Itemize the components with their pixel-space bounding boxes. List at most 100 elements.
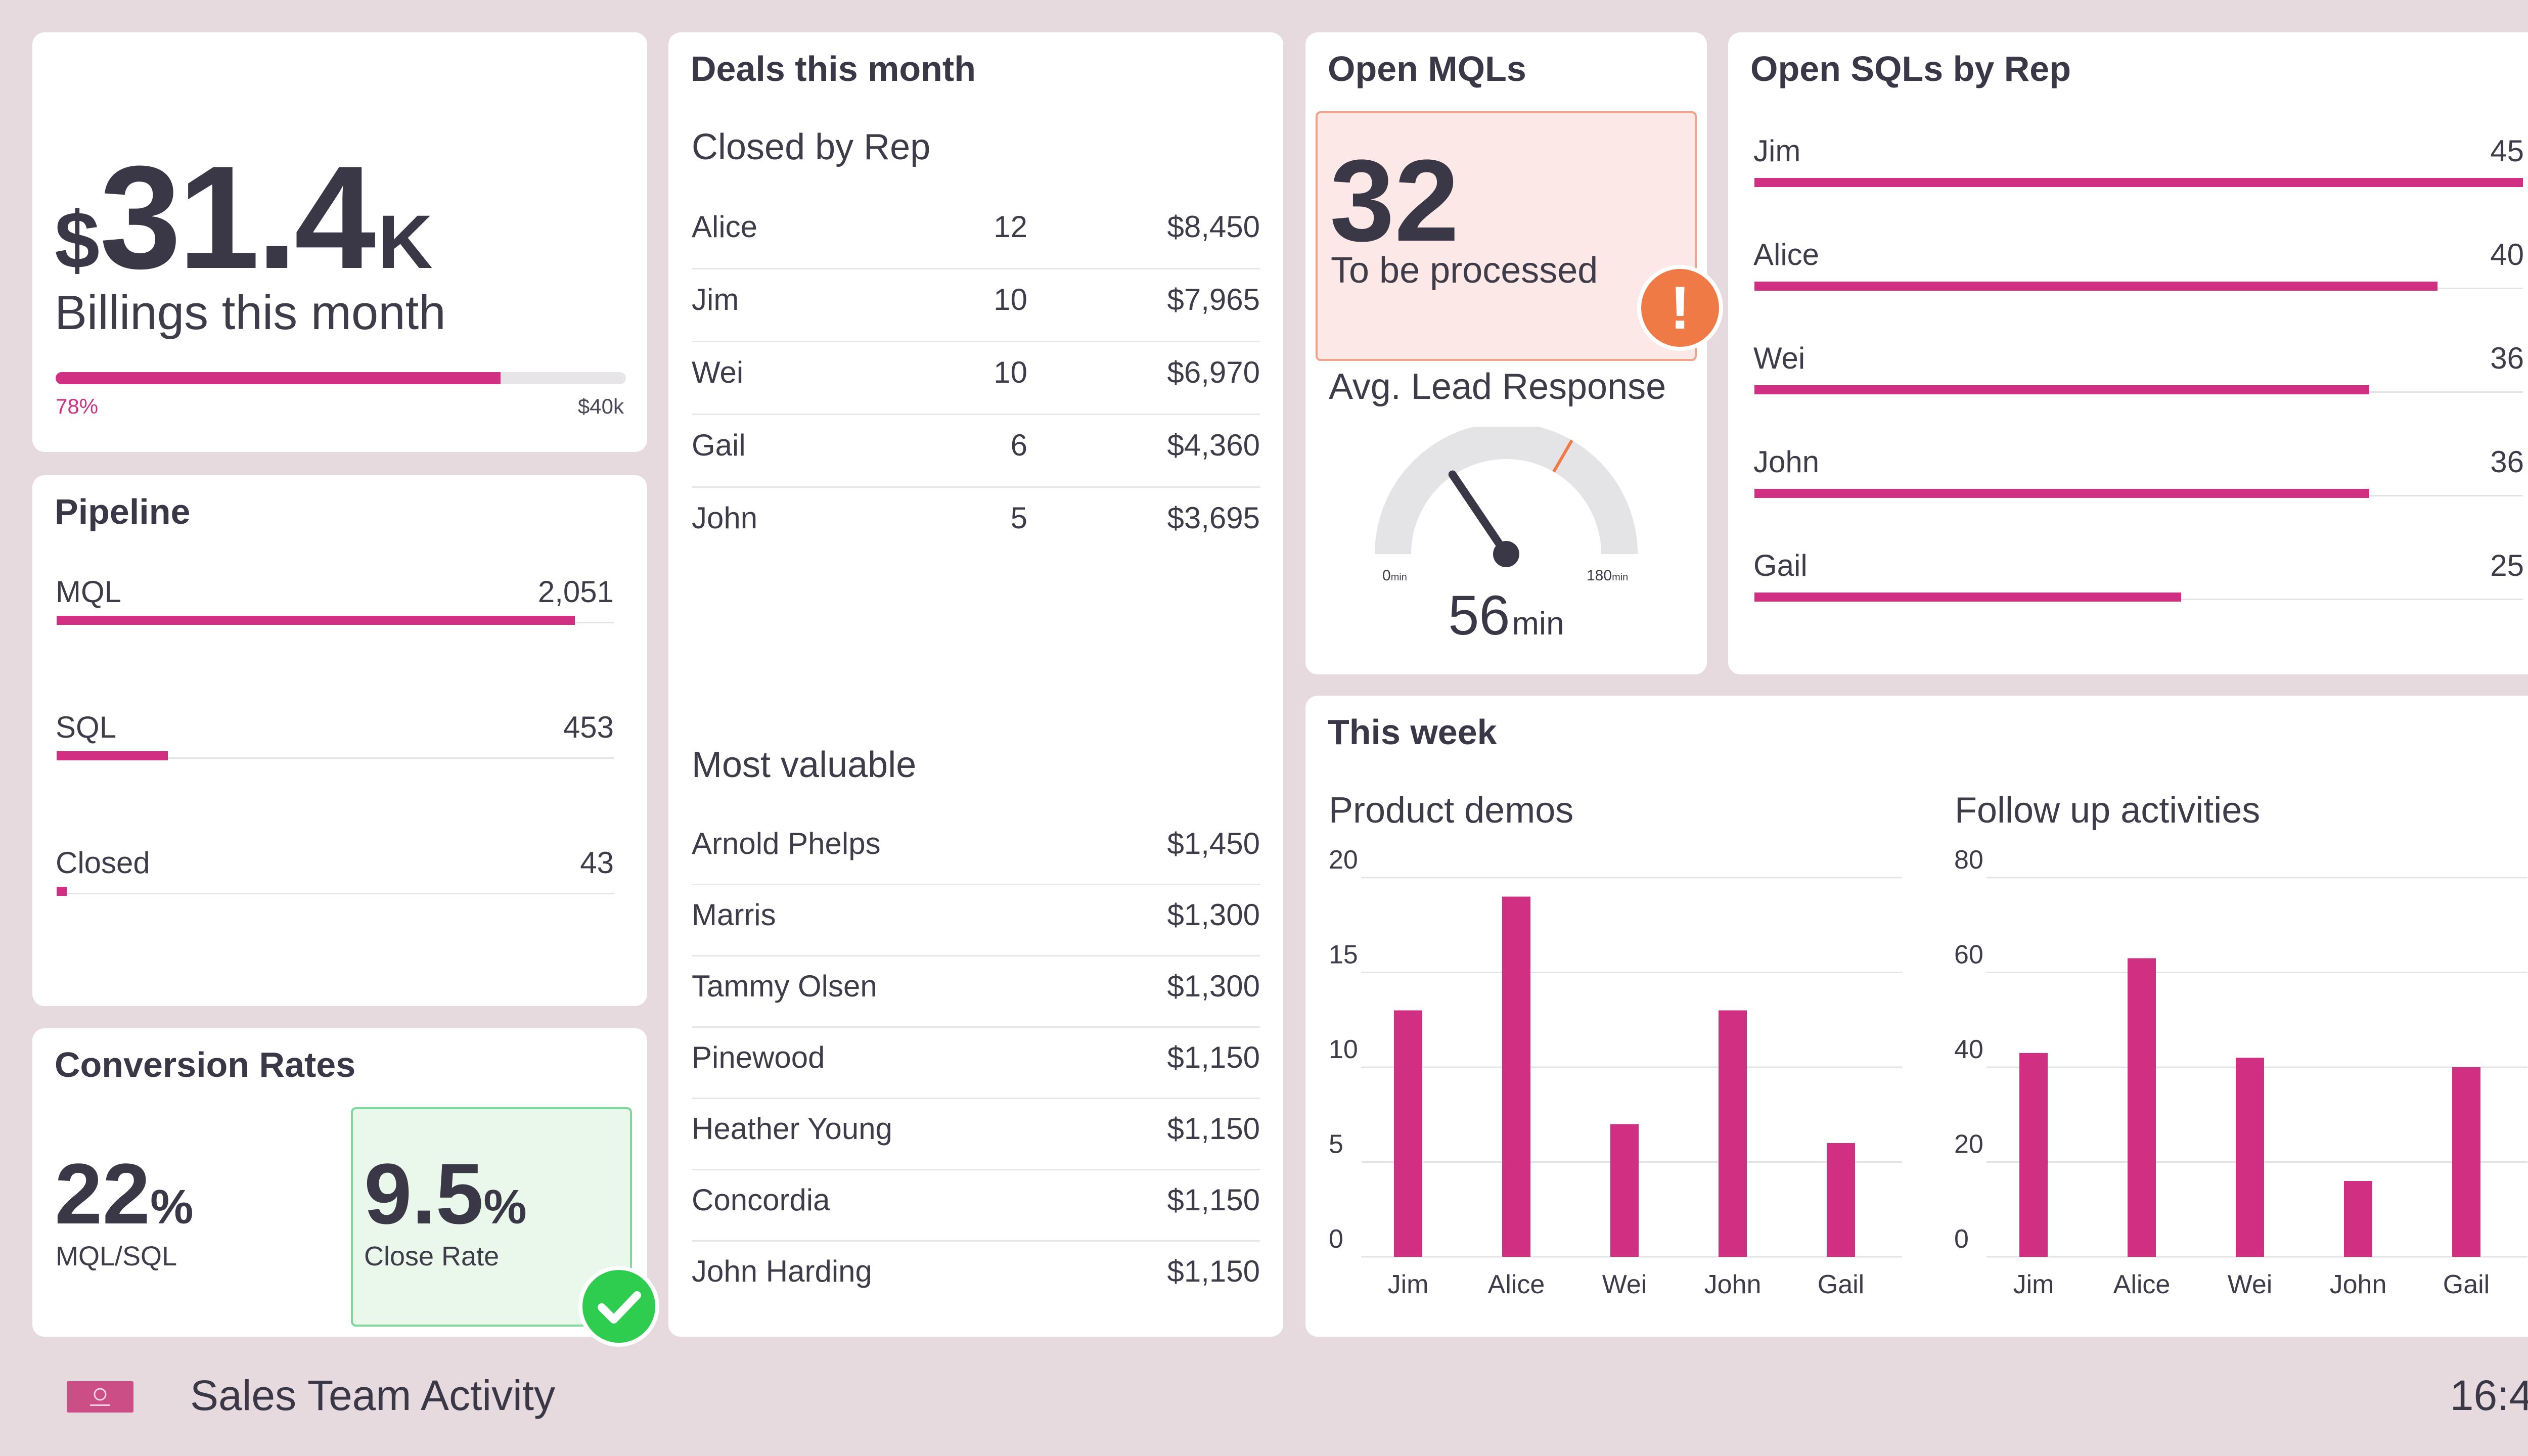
sql-rep-value: 25 [2490, 549, 2524, 582]
closed-by-rep-title: Closed by Rep [692, 127, 931, 167]
sql-rep-bar [1754, 385, 2369, 394]
billings-value: $31.4K [55, 133, 433, 305]
valuable-deal-name: Heather Young [692, 1112, 893, 1146]
chart-category-label: Jim [2013, 1270, 2054, 1299]
chart-category-label: Alice [2113, 1270, 2171, 1299]
chart-bar [1719, 1010, 1747, 1257]
pipeline-item-value: 2,051 [537, 575, 614, 609]
valuable-row-divider [692, 1026, 1260, 1028]
chart-ytick-label: 15 [1329, 940, 1358, 970]
sql-rep-bar [1754, 178, 2523, 187]
conversion-title: Conversion Rates [55, 1045, 356, 1084]
billings-target-label: $40k [577, 394, 624, 418]
valuable-deal-amount: $1,300 [1167, 898, 1260, 932]
mql-sql-percent: % [150, 1180, 194, 1234]
valuable-deal-amount: $1,150 [1167, 1254, 1260, 1288]
closed-rep-count: 12 [994, 210, 1027, 244]
close-rate: 9.5% [364, 1145, 527, 1244]
billings-label: Billings this month [55, 286, 446, 340]
chart-category-label: Wei [1602, 1270, 1647, 1299]
open-mqls-card: Open MQLs 32 To be processed ! Avg. Lead… [1305, 32, 1723, 674]
gauge-min-value: 0 [1382, 567, 1391, 584]
mql-count-label: To be processed [1331, 250, 1598, 291]
chart-ytick-label: 60 [1954, 940, 1983, 970]
sql-rep-bar [1754, 593, 2182, 602]
open-sqls-title: Open SQLs by Rep [1750, 49, 2071, 88]
closed-rep-name: John [692, 501, 758, 535]
pipeline-item-baseline [57, 893, 614, 894]
valuable-deal-name: Concordia [692, 1183, 830, 1217]
conversion-card: Conversion Rates 22% MQL/SQL 9.5% Close … [32, 1028, 659, 1347]
valuable-row-divider [692, 1169, 1260, 1170]
lead-response-title: Avg. Lead Response [1329, 367, 1666, 407]
check-icon [578, 1266, 659, 1347]
closed-rep-count: 10 [994, 283, 1027, 316]
closed-row-divider [692, 268, 1260, 269]
chart-category-label: Gail [2443, 1270, 2490, 1299]
closed-row-divider [692, 486, 1260, 488]
open-sqls-card: Open SQLs by Rep Jim 45 Alice 40 Wei 36 John 36… [1728, 32, 2528, 674]
valuable-deal-amount: $1,150 [1167, 1112, 1260, 1146]
billings-card: $31.4K Billings this month 78% $40k [32, 32, 647, 452]
closed-rep-amount: $8,450 [1167, 210, 1260, 244]
chart-bar [2019, 1053, 2048, 1257]
chart-category-label: Wei [2228, 1270, 2273, 1299]
clock: 16:49 [2450, 1372, 2528, 1419]
closed-rep-name: Gail [692, 428, 746, 462]
this-week-title: This week [1328, 712, 1497, 752]
valuable-deal-name: Tammy Olsen [692, 969, 877, 1003]
sql-rep-value: 45 [2490, 134, 2524, 168]
billings-currency: $ [55, 195, 100, 285]
pipeline-item-value: 453 [563, 710, 614, 744]
pipeline-item-bar [57, 751, 168, 760]
this-week-card: This week Product demos Follow up activi… [1305, 696, 2528, 1337]
closed-rep-name: Alice [692, 210, 758, 244]
pipeline-item-value: 43 [580, 846, 614, 880]
chart-category-label: Alice [1488, 1270, 1545, 1299]
valuable-deal-name: Arnold Phelps [692, 827, 881, 860]
closed-row-divider [692, 341, 1260, 342]
sql-rep-value: 40 [2490, 238, 2524, 271]
closed-rep-count: 6 [1010, 428, 1027, 462]
chart-bar [1827, 1143, 1855, 1257]
chart-ytick-label: 5 [1329, 1130, 1343, 1159]
gauge-max-value: 180 [1587, 567, 1612, 584]
chart-bar [2128, 958, 2156, 1257]
sql-rep-name: Wei [1753, 341, 1805, 375]
chart-bar [2344, 1181, 2372, 1257]
mql-alert-box: 32 To be processed [1316, 111, 1697, 361]
valuable-deal-name: John Harding [692, 1254, 872, 1288]
billings-progress-label: 78% [56, 394, 99, 418]
chart-ytick-label: 0 [1329, 1224, 1343, 1254]
chart-bar [1502, 896, 1530, 1257]
billings-amount: 31.4 [99, 135, 376, 299]
sql-rep-value: 36 [2490, 445, 2524, 479]
closed-rep-amount: $4,360 [1167, 428, 1260, 462]
close-rate-percent: % [483, 1180, 527, 1234]
chart-ytick-label: 20 [1329, 845, 1358, 875]
billings-unit: K [378, 199, 433, 284]
mql-sql-label: MQL/SQL [56, 1241, 177, 1271]
closed-rep-amount: $7,965 [1167, 283, 1260, 316]
gauge-max-unit: min [1612, 572, 1629, 583]
pipeline-title: Pipeline [55, 492, 191, 531]
gauge-min-label: 0min [1382, 567, 1407, 584]
product-demos-chart: 0 5 10 15 20 Jim Alice Wei John Gail [1329, 845, 1902, 1299]
pipeline-item-bar [57, 616, 575, 625]
chart-1-title: Product demos [1329, 790, 1574, 831]
billings-progress-fill [56, 372, 501, 384]
logo [67, 1381, 133, 1413]
pipeline-item-label: SQL [56, 710, 117, 744]
valuable-deal-amount: $1,450 [1167, 827, 1260, 860]
pipeline-item-label: MQL [56, 575, 122, 609]
chart-bar [1394, 1010, 1422, 1257]
gauge-hub [1493, 541, 1519, 567]
chart-bar [2236, 1058, 2264, 1257]
mql-sql-value: 22 [55, 1146, 151, 1242]
lead-response-unit: min [1512, 605, 1564, 642]
valuable-deal-amount: $1,300 [1167, 969, 1260, 1003]
sql-rep-name: Gail [1753, 549, 1808, 582]
chart-category-label: John [2330, 1270, 2387, 1299]
pipeline-item-baseline [57, 757, 614, 759]
valuable-row-divider [692, 884, 1260, 885]
